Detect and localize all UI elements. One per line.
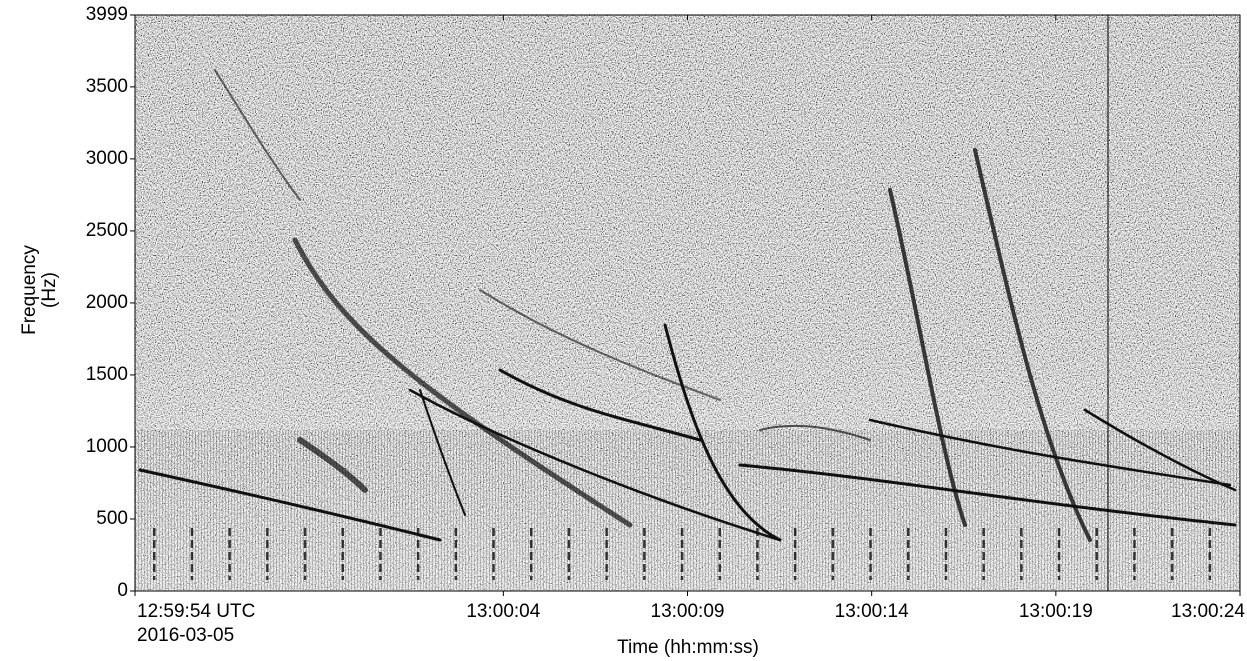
trace	[498, 368, 702, 442]
trace	[973, 148, 1092, 542]
trace	[292, 237, 633, 528]
y-tick-label: 2500	[86, 220, 128, 241]
trace	[888, 188, 967, 527]
y-axis-label: Frequency	[19, 245, 40, 335]
x-axis-label: Time (hh:mm:ss)	[617, 637, 759, 658]
x-tick-label: 13:00:19	[1019, 601, 1093, 622]
trace	[479, 289, 721, 401]
whistler-traces	[138, 15, 1237, 591]
y-tick-label: 2000	[86, 292, 128, 313]
y-tick-label: 3500	[86, 76, 128, 97]
trace	[214, 69, 301, 201]
date-label: 2016-03-05	[137, 625, 234, 646]
x-tick-label: 12:59:54 UTC	[137, 601, 255, 622]
trace	[868, 418, 1232, 487]
trace	[408, 388, 782, 542]
y-tick-label: 0	[117, 580, 128, 601]
trace	[297, 437, 368, 493]
impulse-dashes	[135, 525, 1240, 580]
x-tick-label: 13:00:04	[466, 601, 540, 622]
y-tick-label: 3999	[86, 4, 128, 25]
vertical-artifact	[1107, 15, 1109, 591]
trace	[663, 323, 782, 542]
y-tick-label: 1000	[86, 436, 128, 457]
trace	[138, 468, 442, 542]
trace	[738, 463, 1237, 527]
x-tick-label: 13:00:14	[835, 601, 909, 622]
x-tick-label: 13:00:24	[1171, 601, 1245, 622]
y-axis-label: (Hz)	[39, 272, 60, 308]
y-tick-label: 3000	[86, 148, 128, 169]
spectrogram-image	[135, 15, 1240, 591]
trace	[419, 389, 466, 516]
y-tick-label: 500	[96, 508, 128, 529]
trace	[759, 424, 871, 441]
x-tick-label: 13:00:09	[651, 601, 725, 622]
y-tick-label: 1500	[86, 364, 128, 385]
